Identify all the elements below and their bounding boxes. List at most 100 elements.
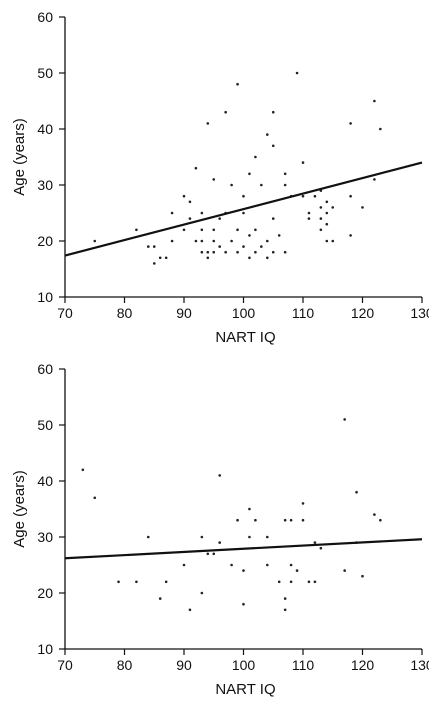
data-point bbox=[319, 228, 323, 232]
x-tick-label: 120 bbox=[351, 657, 375, 673]
data-point bbox=[325, 200, 329, 204]
x-tick-label: 130 bbox=[410, 305, 429, 321]
data-point bbox=[224, 250, 227, 254]
data-point bbox=[307, 217, 311, 220]
data-point bbox=[135, 580, 138, 584]
x-tick-label: 130 bbox=[410, 657, 429, 673]
y-tick-label: 20 bbox=[37, 233, 53, 249]
data-point bbox=[248, 256, 251, 260]
data-point bbox=[319, 546, 323, 550]
data-point bbox=[307, 211, 311, 215]
data-point bbox=[218, 217, 221, 220]
data-point bbox=[289, 580, 293, 584]
data-point bbox=[164, 256, 168, 260]
data-point bbox=[295, 71, 299, 75]
data-point bbox=[93, 239, 97, 243]
data-point bbox=[248, 535, 251, 539]
data-point bbox=[283, 597, 287, 600]
y-tick-label: 20 bbox=[37, 585, 53, 601]
data-point bbox=[248, 172, 251, 176]
data-point bbox=[248, 234, 251, 237]
data-point bbox=[206, 122, 210, 125]
data-point bbox=[254, 518, 257, 522]
data-point bbox=[343, 569, 346, 572]
y-axis-label: Age (years) bbox=[11, 118, 28, 196]
data-point bbox=[373, 178, 376, 181]
data-point bbox=[188, 608, 192, 612]
data-point bbox=[373, 99, 376, 103]
data-point bbox=[242, 602, 245, 606]
data-point bbox=[260, 245, 263, 248]
data-point bbox=[379, 518, 382, 522]
data-point bbox=[242, 194, 245, 198]
data-point bbox=[230, 563, 233, 567]
data-point bbox=[301, 502, 305, 505]
data-point bbox=[152, 262, 156, 265]
data-point bbox=[182, 228, 186, 232]
data-point bbox=[379, 127, 382, 131]
data-point bbox=[212, 250, 216, 254]
data-point bbox=[200, 211, 204, 215]
data-point bbox=[361, 574, 364, 578]
data-point bbox=[236, 250, 239, 254]
data-point bbox=[194, 239, 198, 243]
y-axis-label: Age (years) bbox=[11, 470, 28, 548]
data-point bbox=[236, 518, 239, 522]
data-point bbox=[313, 580, 317, 584]
data-point bbox=[331, 239, 335, 243]
x-axis-label: NART IQ bbox=[215, 329, 275, 346]
data-point bbox=[283, 518, 287, 522]
data-point bbox=[81, 468, 85, 472]
data-point bbox=[277, 234, 281, 237]
data-point bbox=[254, 250, 257, 254]
x-tick-label: 70 bbox=[57, 305, 73, 321]
y-tick-label: 30 bbox=[37, 529, 53, 545]
y-tick-label: 40 bbox=[37, 121, 53, 137]
data-point bbox=[271, 110, 275, 114]
data-point bbox=[158, 256, 162, 260]
data-point bbox=[373, 513, 376, 516]
data-point bbox=[313, 541, 317, 544]
data-point bbox=[147, 535, 150, 539]
data-point bbox=[158, 597, 162, 600]
data-point bbox=[355, 490, 358, 494]
data-point bbox=[266, 535, 269, 539]
data-point bbox=[301, 161, 305, 164]
data-point bbox=[271, 217, 275, 220]
data-point bbox=[266, 563, 269, 567]
data-point bbox=[343, 418, 346, 421]
data-point bbox=[218, 245, 221, 248]
data-point bbox=[313, 194, 317, 198]
y-tick-label: 50 bbox=[37, 417, 53, 433]
data-point bbox=[170, 211, 174, 215]
data-point bbox=[212, 228, 216, 232]
data-point bbox=[147, 245, 150, 248]
data-point bbox=[277, 580, 281, 584]
data-point bbox=[200, 239, 204, 243]
data-point bbox=[301, 194, 305, 198]
data-point bbox=[242, 569, 245, 572]
data-point bbox=[212, 552, 216, 556]
data-point bbox=[93, 496, 97, 500]
data-point bbox=[188, 200, 192, 204]
data-point bbox=[283, 172, 287, 176]
x-tick-label: 80 bbox=[117, 657, 133, 673]
data-point bbox=[152, 245, 156, 248]
data-point bbox=[182, 563, 186, 567]
data-point bbox=[164, 580, 168, 584]
x-tick-label: 70 bbox=[57, 657, 73, 673]
data-point bbox=[248, 507, 251, 511]
data-point bbox=[325, 239, 329, 243]
data-point bbox=[230, 183, 233, 187]
data-point bbox=[361, 206, 364, 209]
data-point bbox=[319, 217, 323, 220]
y-tick-label: 30 bbox=[37, 177, 53, 193]
data-point bbox=[266, 256, 269, 260]
data-point bbox=[117, 580, 120, 584]
data-point bbox=[289, 563, 293, 567]
data-point bbox=[349, 234, 352, 237]
data-point bbox=[200, 250, 204, 254]
data-point bbox=[242, 245, 245, 248]
data-point bbox=[271, 250, 275, 254]
x-tick-label: 110 bbox=[292, 657, 315, 673]
